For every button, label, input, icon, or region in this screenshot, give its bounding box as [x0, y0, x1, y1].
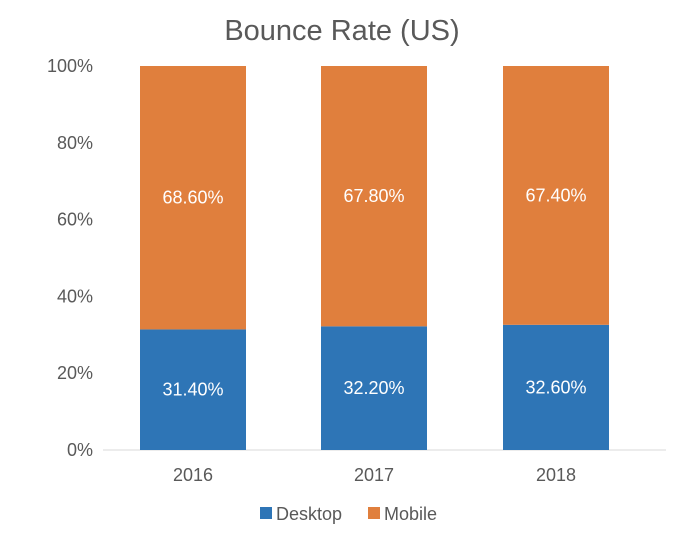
- desktop-bar-2016: [140, 329, 246, 450]
- desktop-data-label-2017: 32.20%: [343, 378, 404, 398]
- mobile-legend-swatch: [368, 507, 380, 519]
- legend: Desktop Mobile: [260, 504, 437, 524]
- mobile-bar-2016: [140, 66, 246, 330]
- mobile-legend-label: Mobile: [384, 504, 437, 524]
- x-tick-label: 2018: [536, 465, 576, 485]
- x-axis-ticks: 2016 2017 2018: [173, 465, 576, 485]
- y-tick-label: 0%: [67, 440, 93, 460]
- desktop-data-label-2018: 32.60%: [525, 377, 586, 397]
- x-tick-label: 2016: [173, 465, 213, 485]
- desktop-legend-label: Desktop: [276, 504, 342, 524]
- mobile-bar-2018: [503, 66, 609, 325]
- mobile-bar-2017: [321, 66, 427, 327]
- desktop-bar-2018: [503, 324, 609, 450]
- y-tick-label: 100%: [47, 56, 93, 76]
- mobile-data-label-2017: 67.80%: [343, 186, 404, 206]
- mobile-data-label-2018: 67.40%: [525, 185, 586, 205]
- y-tick-label: 20%: [57, 363, 93, 383]
- y-tick-label: 60%: [57, 210, 93, 230]
- chart-title: Bounce Rate (US): [224, 15, 459, 47]
- y-axis-ticks: 0% 20% 40% 60% 80% 100%: [47, 56, 93, 460]
- desktop-bar-2017: [321, 326, 427, 450]
- mobile-data-label-2016: 68.60%: [162, 188, 223, 208]
- desktop-legend-swatch: [260, 507, 272, 519]
- desktop-data-label-2016: 31.40%: [162, 380, 223, 400]
- y-tick-label: 40%: [57, 286, 93, 306]
- y-tick-label: 80%: [57, 133, 93, 153]
- bars: 31.40% 68.60% 32.20% 67.80% 32.60% 67.40%: [140, 66, 609, 450]
- x-tick-label: 2017: [354, 465, 394, 485]
